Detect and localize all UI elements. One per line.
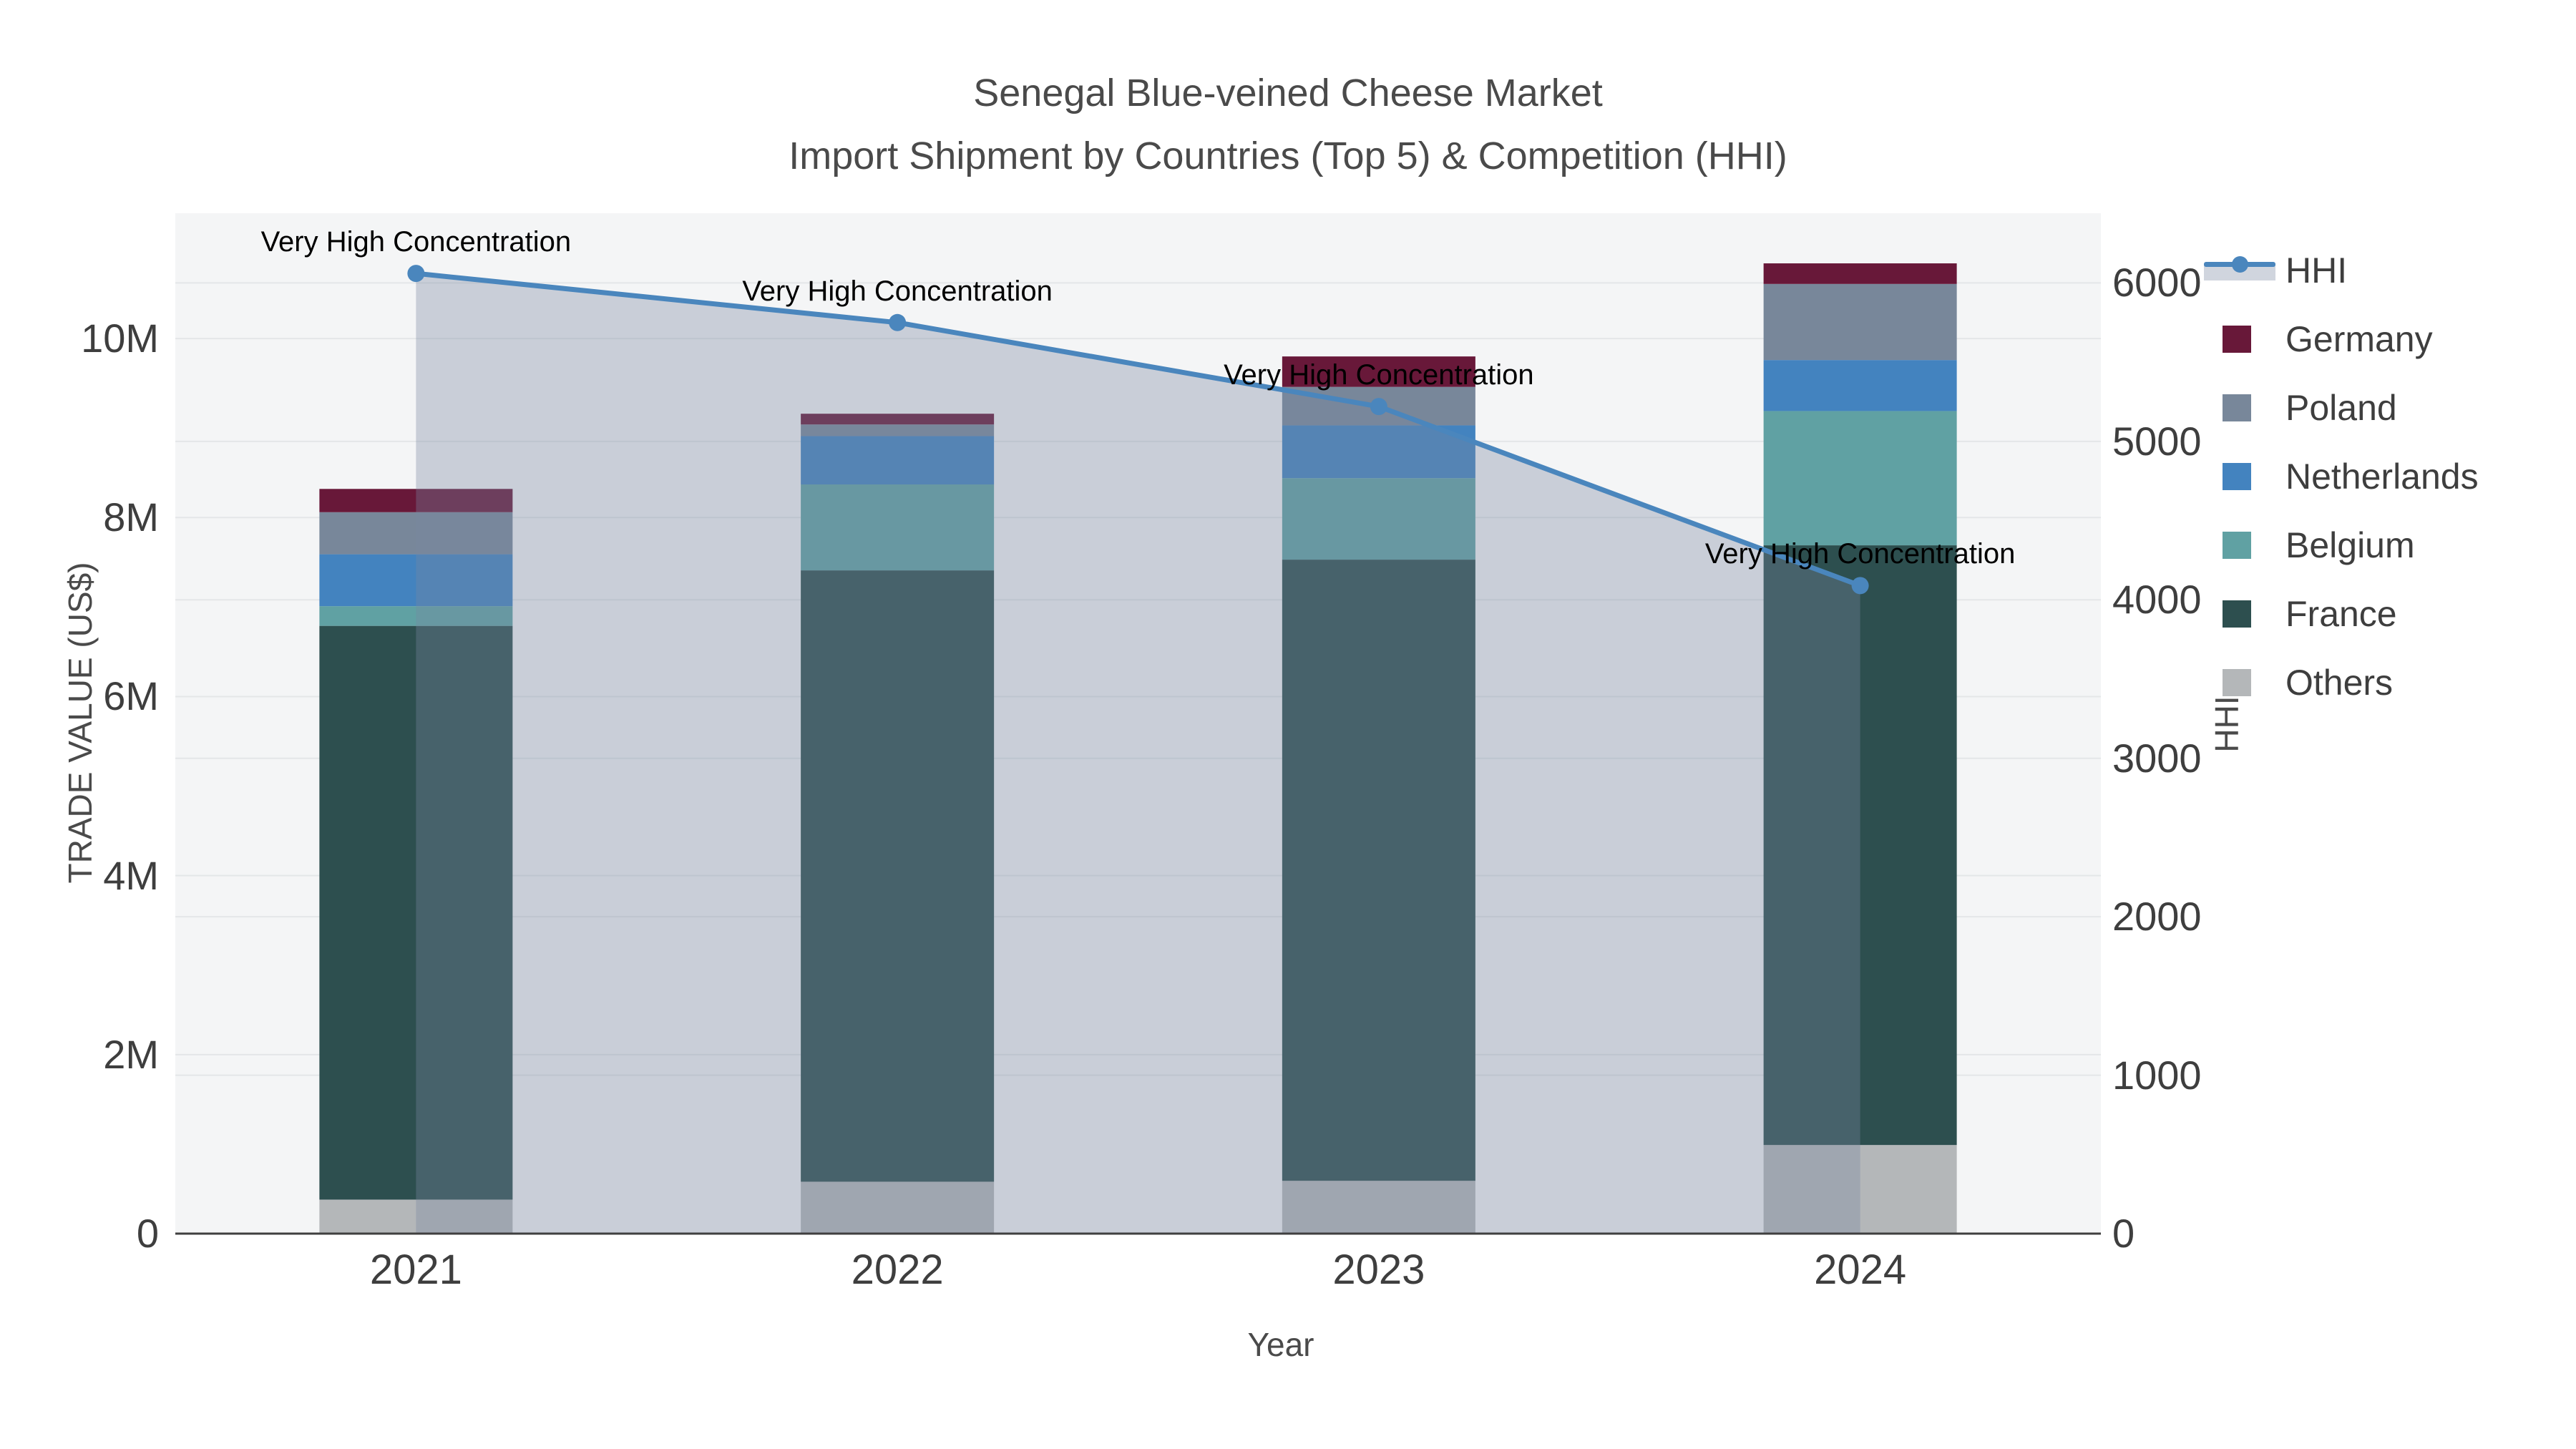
bar-segment-belgium-2023	[1282, 478, 1475, 560]
hhi-line	[416, 270, 1861, 588]
x-tick-label-2021: 2021	[369, 1246, 462, 1293]
bar-segment-netherlands-2021	[319, 554, 513, 607]
chart-title-block: Senegal Blue-veined Cheese Market Import…	[0, 62, 2576, 187]
legend-swatch-icon	[2204, 511, 2275, 580]
x-tick-label-2024: 2024	[1814, 1246, 1907, 1293]
right-tick-label-0: 0	[2112, 1211, 2135, 1256]
legend-item-netherlands[interactable]: Netherlands	[2204, 442, 2479, 511]
color-swatch	[2223, 394, 2251, 421]
bar-segment-germany-2023	[1282, 356, 1475, 387]
legend-hhi-line-icon	[2204, 236, 2275, 305]
bar-segment-germany-2021	[319, 489, 513, 512]
bar-segment-netherlands-2023	[1282, 425, 1475, 479]
color-swatch	[2223, 600, 2251, 628]
bar-segment-poland-2021	[319, 512, 513, 555]
left-tick-label-6M: 6M	[103, 673, 159, 719]
legend-item-germany[interactable]: Germany	[2204, 305, 2433, 374]
left-tick-label-10M: 10M	[81, 316, 159, 361]
right-tick-label-1000: 1000	[2112, 1052, 2202, 1098]
bar-segment-others-2021	[319, 1199, 513, 1234]
right-tick-label-5000: 5000	[2112, 418, 2202, 464]
right-tick-label-4000: 4000	[2112, 577, 2202, 623]
left-tick-label-4M: 4M	[103, 852, 159, 898]
bar-segment-germany-2022	[801, 414, 995, 425]
x-axis-title: Year	[1247, 1326, 1314, 1363]
left-axis-title: TRADE VALUE (US$)	[62, 562, 99, 884]
left-tick-label-8M: 8M	[103, 494, 159, 540]
bar-segment-belgium-2024	[1763, 411, 1957, 546]
legend-label: Netherlands	[2285, 457, 2479, 497]
bar-segment-belgium-2022	[801, 484, 995, 571]
hhi-area-fill	[416, 273, 1860, 1234]
annotation-2021: Very High Concentration	[260, 226, 572, 258]
bar-segment-france-2022	[801, 570, 995, 1182]
legend-label: HHI	[2285, 250, 2348, 291]
hhi-marker-2023	[1370, 398, 1387, 416]
legend-swatch-icon	[2204, 580, 2275, 648]
color-swatch	[2223, 463, 2251, 490]
annotation-2024: Very High Concentration	[1704, 538, 2016, 570]
color-swatch	[2223, 532, 2251, 559]
hhi-marker-2022	[889, 313, 907, 331]
legend-item-hhi[interactable]: HHI	[2204, 236, 2347, 305]
hhi-marker-2024	[1851, 577, 1869, 595]
legend-label: Belgium	[2285, 525, 2415, 565]
hhi-marker-2021	[407, 265, 425, 283]
left-tick-label-2M: 2M	[103, 1031, 159, 1077]
right-tick-label-6000: 6000	[2112, 260, 2202, 306]
bar-segment-poland-2022	[801, 424, 995, 436]
bar-segment-poland-2024	[1763, 283, 1957, 361]
marker-dot-icon	[2232, 256, 2248, 273]
bar-segment-france-2024	[1763, 545, 1957, 1146]
legend-label: Others	[2285, 663, 2394, 703]
annotation-2022: Very High Concentration	[742, 275, 1053, 307]
bar-segment-others-2022	[801, 1181, 995, 1234]
bar-segment-others-2024	[1763, 1145, 1957, 1234]
legend-label: France	[2285, 594, 2397, 634]
legend-label: Germany	[2285, 319, 2433, 359]
bar-segment-germany-2024	[1763, 263, 1957, 284]
legend-swatch-icon	[2204, 648, 2275, 717]
bar-segment-others-2023	[1282, 1181, 1475, 1234]
bar-segment-belgium-2021	[319, 606, 513, 626]
color-swatch	[2223, 669, 2251, 696]
right-tick-label-3000: 3000	[2112, 735, 2202, 781]
bar-segment-netherlands-2022	[801, 436, 995, 485]
bar-segment-netherlands-2024	[1763, 360, 1957, 411]
x-tick-label-2023: 2023	[1332, 1246, 1425, 1293]
right-tick-label-2000: 2000	[2112, 894, 2202, 940]
legend-item-belgium[interactable]: Belgium	[2204, 511, 2415, 580]
legend-item-france[interactable]: France	[2204, 580, 2397, 648]
x-tick-label-2022: 2022	[851, 1246, 944, 1293]
legend-label: Poland	[2285, 388, 2397, 428]
legend-swatch-icon	[2204, 374, 2275, 442]
area-fill-swatch	[2204, 265, 2275, 280]
color-swatch	[2223, 326, 2251, 353]
legend-swatch-icon	[2204, 442, 2275, 511]
chart-subtitle: Import Shipment by Countries (Top 5) & C…	[789, 135, 1787, 177]
legend-item-poland[interactable]: Poland	[2204, 374, 2397, 442]
legend-swatch-icon	[2204, 305, 2275, 374]
legend-item-others[interactable]: Others	[2204, 648, 2393, 717]
left-tick-label-0: 0	[136, 1211, 159, 1256]
bar-segment-france-2021	[319, 625, 513, 1200]
annotation-2023: Very High Concentration	[1224, 359, 1534, 391]
bar-segment-france-2023	[1282, 560, 1475, 1181]
chart-title: Senegal Blue-veined Cheese Market	[973, 72, 1603, 114]
